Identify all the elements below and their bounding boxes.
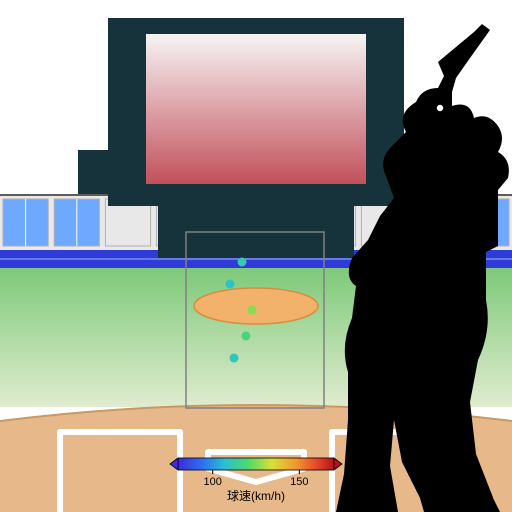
colorbar-label: 球速(km/h) [227, 489, 285, 503]
helmet-highlight [437, 105, 443, 111]
pitchers-mound [194, 288, 318, 324]
scoreboard-screen [146, 34, 366, 184]
pitch-marker [226, 280, 235, 289]
colorbar-tick-label: 100 [203, 476, 221, 488]
pitch-marker [230, 354, 239, 363]
pitch-location-chart: 100 150 球速(km/h) [0, 0, 512, 512]
pitch-marker [242, 332, 251, 341]
colorbar-tick-label: 150 [290, 476, 308, 488]
pitch-marker [248, 306, 257, 315]
pitch-marker [238, 258, 247, 267]
